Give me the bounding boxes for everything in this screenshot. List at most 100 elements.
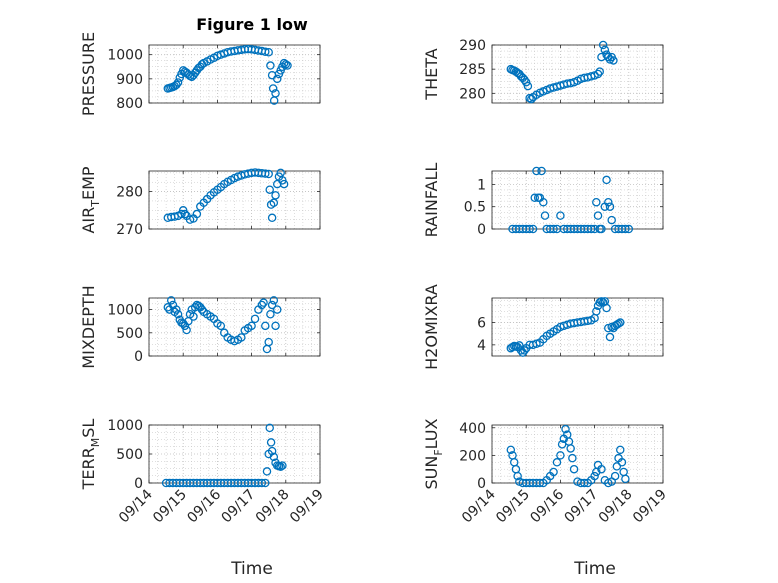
data-point bbox=[604, 197, 613, 207]
data-point bbox=[267, 446, 277, 456]
subplot-pressure: 800 900 1000 PRESSURE bbox=[79, 32, 321, 116]
y-tick-label: 200 bbox=[459, 448, 486, 464]
data-point bbox=[189, 312, 198, 321]
data-point bbox=[237, 333, 246, 342]
data-point bbox=[592, 307, 601, 316]
plot-area bbox=[149, 425, 320, 483]
data-point bbox=[568, 453, 577, 463]
x-tick-label: 09/15 bbox=[150, 487, 190, 527]
data-point bbox=[264, 48, 273, 57]
data-point bbox=[279, 179, 289, 189]
data-point bbox=[595, 298, 604, 307]
data-point bbox=[257, 478, 267, 488]
data-point bbox=[180, 209, 190, 219]
data-point bbox=[580, 478, 589, 488]
data-point bbox=[593, 211, 603, 220]
data-point bbox=[268, 84, 278, 93]
data-point bbox=[616, 445, 625, 455]
y-tick-label: 1000 bbox=[107, 48, 143, 64]
data-point bbox=[250, 314, 260, 324]
data-point bbox=[264, 337, 273, 347]
data-point bbox=[552, 458, 562, 467]
data-point bbox=[586, 224, 596, 234]
data-point bbox=[216, 321, 226, 331]
data-point bbox=[610, 471, 620, 481]
data-point bbox=[265, 423, 274, 433]
data-point bbox=[609, 56, 618, 65]
data-point bbox=[520, 346, 529, 355]
data-point bbox=[602, 175, 611, 185]
plot-area bbox=[492, 171, 663, 229]
data-point bbox=[172, 80, 181, 90]
data-point bbox=[556, 211, 565, 220]
figure-title: Figure 1 low bbox=[196, 15, 308, 34]
data-point bbox=[173, 309, 183, 319]
data-point bbox=[535, 478, 545, 488]
data-point bbox=[624, 224, 634, 234]
y-axis-label: H2OMIXRA bbox=[422, 284, 441, 370]
plot-area bbox=[492, 425, 663, 483]
axes-box bbox=[491, 297, 664, 357]
y-tick-label: 1000 bbox=[107, 303, 143, 319]
data-point bbox=[257, 300, 267, 310]
y-axis-label: AIRTEMP bbox=[79, 166, 102, 233]
data-point bbox=[192, 209, 202, 219]
data-point bbox=[614, 319, 623, 328]
data-point bbox=[532, 166, 541, 176]
data-point bbox=[605, 202, 615, 211]
y-tick-label: 280 bbox=[116, 185, 143, 201]
x-tick-label: 09/19 bbox=[287, 487, 327, 527]
data-point bbox=[593, 69, 603, 79]
x-tick-label: 09/14 bbox=[116, 486, 156, 526]
data-point bbox=[597, 224, 606, 234]
data-point bbox=[259, 298, 268, 307]
x-tick-label: 09/17 bbox=[562, 487, 602, 527]
data-point bbox=[539, 197, 548, 207]
data-point bbox=[513, 471, 522, 481]
data-point bbox=[527, 94, 536, 104]
y-tick-label: 6 bbox=[477, 316, 486, 332]
data-point bbox=[520, 75, 529, 85]
data-point bbox=[530, 193, 540, 203]
x-tick-label: 09/14 bbox=[459, 486, 499, 526]
y-tick-label: 800 bbox=[116, 96, 143, 112]
x-tick-label: 09/18 bbox=[253, 487, 293, 527]
data-point bbox=[515, 341, 524, 350]
x-tick-label: 09/18 bbox=[596, 487, 636, 527]
y-axis-label: THETA bbox=[422, 48, 441, 100]
y-axis-label: SUNFLUX bbox=[422, 418, 445, 489]
y-axis-label: MIXDEPTH bbox=[79, 285, 98, 368]
y-tick-label: 0 bbox=[134, 349, 143, 365]
y-tick-label: 0.5 bbox=[464, 200, 486, 216]
x-axis-label-right: Time bbox=[573, 559, 616, 579]
y-tick-label: 500 bbox=[116, 326, 143, 342]
data-point bbox=[283, 61, 292, 70]
data-point bbox=[549, 224, 558, 234]
x-axis-label-left: Time bbox=[230, 559, 273, 579]
data-point bbox=[178, 319, 188, 328]
data-point bbox=[612, 462, 622, 471]
data-point bbox=[267, 213, 277, 223]
data-point bbox=[595, 67, 604, 76]
data-point bbox=[583, 316, 593, 326]
data-point bbox=[600, 45, 610, 55]
data-point bbox=[267, 300, 277, 310]
data-point bbox=[525, 224, 534, 234]
data-point bbox=[523, 81, 533, 91]
data-point bbox=[597, 297, 606, 306]
data-point bbox=[276, 462, 285, 472]
data-point bbox=[272, 305, 282, 314]
data-point bbox=[549, 467, 558, 477]
y-axis-label: RAINFALL bbox=[422, 163, 441, 238]
data-point bbox=[269, 452, 279, 462]
data-point bbox=[166, 296, 176, 305]
data-point bbox=[516, 346, 526, 355]
y-tick-label: 270 bbox=[116, 222, 143, 238]
data-point bbox=[621, 224, 630, 234]
data-point bbox=[569, 464, 579, 474]
subplot-theta: 280 285 290 THETA bbox=[422, 38, 664, 104]
y-tick-label: 0 bbox=[134, 476, 143, 492]
data-point bbox=[590, 471, 599, 481]
subplot-rainfall: 0 0.5 1 RAINFALL bbox=[422, 163, 664, 238]
